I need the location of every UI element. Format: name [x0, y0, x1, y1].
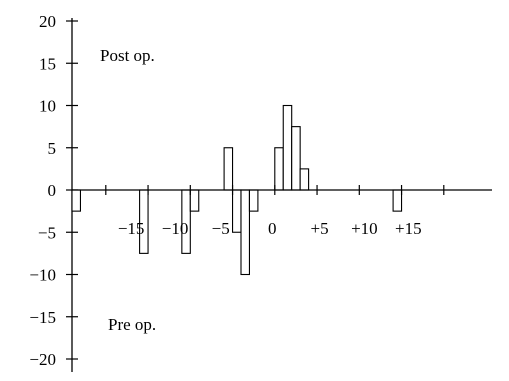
y-tick-label: −15	[29, 308, 56, 327]
y-tick-label: 0	[48, 181, 57, 200]
y-tick-label: 20	[39, 12, 56, 31]
y-tick-label: −5	[38, 223, 56, 242]
y-axis-tick-labels: 20 15 10 5 0 −5 −10 −15 −20	[29, 12, 56, 369]
y-tick-label: −10	[29, 266, 56, 285]
bar-11	[299, 168, 310, 191]
bar-8	[274, 147, 284, 191]
y-tick-label: 10	[39, 97, 56, 116]
bar-4	[223, 147, 234, 191]
bar-5	[232, 189, 242, 233]
post-op-annotation: Post op.	[100, 46, 155, 65]
x-axis-ticks	[105, 185, 445, 195]
x-tick-label: 0	[268, 219, 277, 238]
x-tick-label: −5	[212, 219, 230, 238]
bar-7	[248, 189, 259, 212]
bar-12	[392, 189, 403, 212]
bar-3	[189, 189, 200, 212]
bar-6	[240, 189, 250, 276]
y-tick-label: 5	[48, 139, 57, 158]
x-tick-label: +5	[311, 219, 329, 238]
x-tick-label: +10	[351, 219, 378, 238]
bar-0	[71, 189, 81, 212]
bar-10	[291, 126, 301, 191]
x-tick-label: +15	[395, 219, 422, 238]
pre-op-annotation: Pre op.	[108, 315, 156, 334]
x-axis-tick-labels: −15 −10 −5 0 +5 +10 +15	[118, 219, 422, 238]
x-tick-label: −10	[162, 219, 189, 238]
y-tick-label: 15	[39, 54, 56, 73]
y-tick-label: −20	[29, 350, 56, 369]
bar-9	[282, 104, 293, 191]
x-tick-label: −15	[118, 219, 145, 238]
